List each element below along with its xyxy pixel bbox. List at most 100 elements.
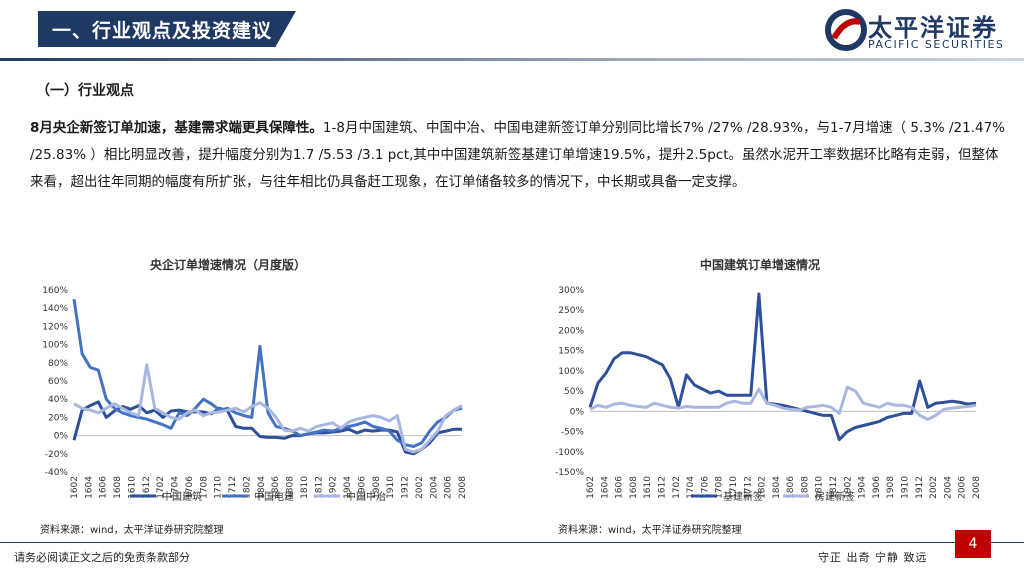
x-tick-label: 1610 (127, 476, 137, 499)
chart-1-source: 资料来源：wind，太平洋证券研究院整理 (40, 525, 224, 536)
page-number: 4 (955, 530, 991, 558)
y-tick-label: 80% (48, 359, 68, 369)
x-tick-label: 1710 (214, 476, 224, 499)
chart-2-title: 中国建筑订单增速情况 (700, 258, 821, 272)
x-tick-label: 1808 (800, 476, 810, 499)
y-tick-label: 160% (42, 286, 68, 296)
x-tick-label: 1702 (672, 476, 682, 499)
y-tick-label: -20% (45, 450, 69, 460)
x-tick-label: 1912 (915, 476, 925, 499)
y-tick-label: 140% (42, 304, 68, 314)
y-tick-label: -100% (555, 448, 584, 458)
banner-title: 一、行业观点及投资建议 (52, 20, 273, 42)
x-tick-label: 1602 (586, 476, 596, 499)
x-tick-label: 2004 (429, 476, 439, 499)
y-tick-label: -50% (561, 428, 585, 438)
x-tick-label: 1608 (629, 476, 639, 499)
x-tick-label: 1802 (242, 476, 252, 499)
chart-1-title: 央企订单增速情况（月度版） (150, 258, 307, 272)
y-tick-label: 60% (48, 377, 68, 387)
x-tick-label: 1910 (901, 476, 911, 499)
body-paragraph: 8月央企新签订单加速，基建需求端更具保障性。1-8月中国建筑、中国中冶、中国电建… (30, 115, 1010, 196)
x-tick-label: 1610 (643, 476, 653, 499)
x-tick-label: 1904 (343, 476, 353, 499)
x-tick-label: 1812 (314, 476, 324, 499)
y-tick-label: 250% (558, 306, 584, 316)
x-tick-label: 1604 (600, 476, 610, 499)
y-tick-label: 50% (564, 387, 584, 397)
x-tick-label: 2002 (929, 476, 939, 499)
x-tick-label: 1806 (271, 476, 281, 499)
logo-icon (825, 9, 867, 51)
y-tick-label: -150% (555, 468, 584, 478)
x-tick-label: 1902 (843, 476, 853, 499)
legend-label-0: 基建新签 (723, 490, 763, 503)
series-line-0 (72, 400, 462, 456)
x-tick-label: 1804 (772, 476, 782, 499)
chart-2: 300%250%200%150%100%50%0%-50%-100%-150%1… (555, 286, 982, 503)
x-tick-label: 1710 (729, 476, 739, 499)
x-tick-label: 1912 (401, 476, 411, 499)
legend-label-0: 中国建筑 (162, 490, 202, 503)
x-tick-label: 1810 (815, 476, 825, 499)
y-tick-label: 150% (558, 347, 584, 357)
x-tick-label: 1712 (743, 476, 753, 499)
footer-motto: 守正 出奇 宁静 致远 (818, 551, 928, 564)
x-tick-label: 1704 (686, 476, 696, 499)
x-tick-label: 1910 (386, 476, 396, 499)
x-tick-label: 2008 (972, 476, 982, 499)
x-tick-label: 1802 (758, 476, 768, 499)
x-tick-label: 1606 (615, 476, 625, 499)
x-tick-label: 1704 (171, 476, 181, 499)
x-tick-label: 2006 (444, 476, 454, 499)
y-tick-label: 0% (54, 432, 69, 442)
x-tick-label: 1812 (829, 476, 839, 499)
header-bar: 一、行业观点及投资建议 太平洋证券 PACIFIC SECURITIES (0, 0, 1024, 64)
footer-divider (0, 542, 1024, 543)
paragraph-body: 1-8月中国建筑、中国中冶、中国电建新签订单分别同比增长7% /27% /28.… (30, 120, 1005, 190)
x-tick-label: 1604 (84, 476, 94, 499)
x-tick-label: 2004 (943, 476, 953, 499)
section-title: （一）行业观点 (36, 83, 134, 99)
x-tick-label: 1712 (228, 476, 238, 499)
x-tick-label: 1612 (657, 476, 667, 499)
x-tick-label: 1612 (142, 476, 152, 499)
x-tick-label: 1906 (357, 476, 367, 499)
chart-2-source: 资料来源：wind，太平洋证券研究院整理 (558, 525, 742, 536)
x-tick-label: 1702 (156, 476, 166, 499)
header-divider (0, 58, 1024, 61)
x-tick-label: 1608 (113, 476, 123, 499)
y-tick-label: 100% (558, 367, 584, 377)
x-tick-label: 1602 (70, 476, 80, 499)
x-tick-label: 1708 (715, 476, 725, 499)
legend-label-1: 中国电建 (254, 490, 294, 503)
x-tick-label: 1904 (858, 476, 868, 499)
chart-1: 160%140%120%100%80%60%40%20%0%-20%-40%16… (42, 286, 468, 503)
section-banner (38, 11, 296, 47)
x-tick-label: 1706 (185, 476, 195, 499)
x-tick-label: 1902 (329, 476, 339, 499)
y-tick-label: 20% (48, 413, 68, 423)
x-tick-label: 1908 (372, 476, 382, 499)
x-tick-label: 2002 (415, 476, 425, 499)
logo-en-text: PACIFIC SECURITIES (868, 38, 1005, 51)
x-tick-label: 1606 (99, 476, 109, 499)
y-tick-label: 0% (570, 407, 585, 417)
x-tick-label: 1706 (700, 476, 710, 499)
y-tick-label: 40% (48, 395, 68, 405)
logo-cn-text: 太平洋证券 (868, 14, 998, 42)
y-tick-label: 120% (42, 322, 68, 332)
series-line-2 (73, 363, 463, 454)
x-tick-label: 1808 (286, 476, 296, 499)
series-line-1 (589, 385, 977, 421)
y-tick-label: 200% (558, 326, 584, 336)
x-tick-label: 1804 (257, 476, 267, 499)
footer-disclaimer: 请务必阅读正文之后的免责条款部分 (14, 551, 190, 564)
paragraph-lead: 8月央企新签订单加速，基建需求端更具保障性。 (30, 120, 323, 136)
y-tick-label: 300% (558, 286, 584, 296)
x-tick-label: 1806 (786, 476, 796, 499)
x-tick-label: 2008 (458, 476, 468, 499)
series-line-0 (588, 292, 977, 442)
y-tick-label: -40% (45, 468, 69, 478)
x-tick-label: 1810 (300, 476, 310, 499)
